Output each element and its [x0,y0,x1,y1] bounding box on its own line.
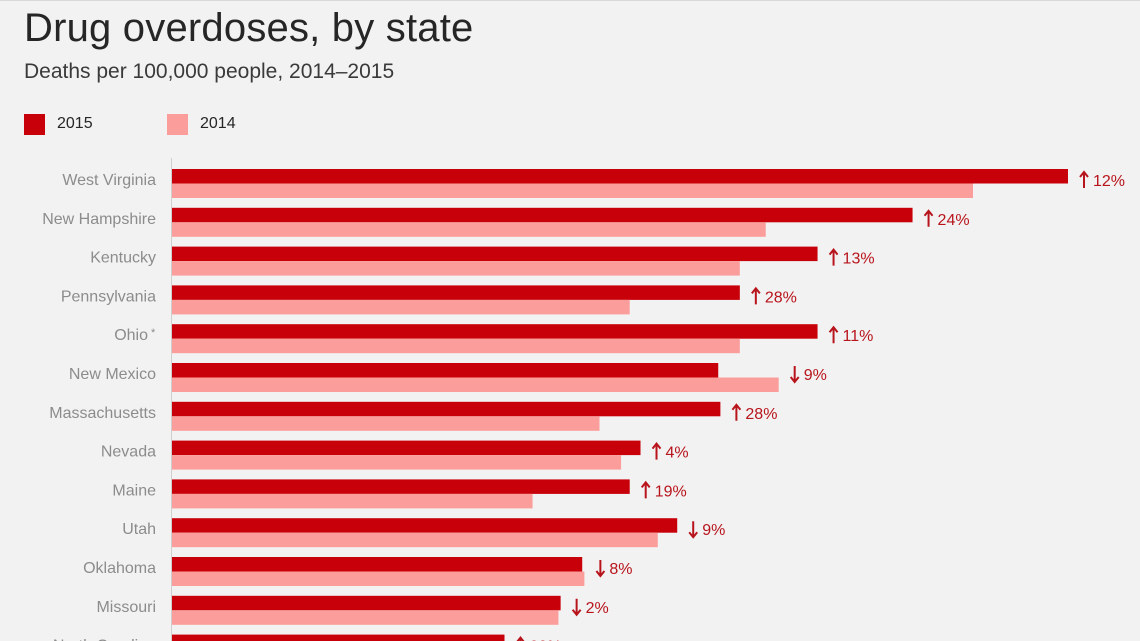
bar-2014 [172,222,766,237]
category-label: North Carolina [53,638,156,641]
category-label: Missouri [96,599,156,616]
arrow-down-icon [571,598,582,617]
bar-2015 [172,285,740,300]
top-rule [0,0,1140,1]
change-label: 9% [789,366,827,384]
bar-2014 [172,377,779,392]
change-percent: 9% [702,522,725,539]
change-label: 24% [923,209,970,229]
bar-2015 [172,401,721,417]
chart-title: Drug overdoses, by state [24,6,474,50]
change-label: 11% [828,325,874,345]
category-label: Maine [112,482,156,499]
change-label: 8% [595,560,633,578]
bar-2015 [172,440,641,456]
bar-2015 [172,557,583,572]
arrow-up-icon [731,403,742,421]
change-label: 9% [688,521,725,539]
bar-2014 [172,261,740,276]
arrow-down-icon [595,560,606,578]
arrow-up-icon [651,441,662,460]
category-label: Oklahoma [83,560,156,577]
arrow-up-icon [828,247,839,266]
arrow-up-icon [516,635,525,641]
change-label: 12% [1079,170,1125,190]
legend-swatch-2014 [167,114,188,135]
change-percent: 11% [843,328,874,345]
change-label: 28% [751,286,797,306]
change-label: 13% [828,247,875,268]
change-label: 2% [571,598,609,617]
arrow-up-icon [1079,170,1089,188]
arrow-up-icon [923,209,934,227]
bar-2015 [172,207,913,223]
change-percent: 28% [745,406,777,423]
category-label: Kentucky [90,250,156,267]
bar-2015 [172,479,630,494]
category-label: New Hampshire [42,211,156,228]
change-percent: 24% [938,212,970,229]
change-percent: 9% [804,367,827,384]
change-percent: 13% [843,251,875,268]
arrow-down-icon [789,366,800,384]
change-percent: 20% [529,639,561,641]
bar-2014 [172,416,600,431]
change-label: 20% [516,635,562,641]
bar-2014 [172,183,974,198]
bar-2014 [172,455,622,470]
category-note: * [151,327,156,339]
bar-2015 [172,634,505,641]
category-label: Utah [122,521,156,538]
change-percent: 2% [586,600,609,617]
change-percent: 8% [609,561,632,578]
category-label: West Virginia [62,172,156,189]
legend-label-2014: 2014 [200,115,236,132]
change-percent: 4% [666,445,689,462]
bar-2014 [172,610,559,625]
bar-2014 [172,493,533,509]
bar-2014 [172,338,740,354]
category-label: Ohio [114,327,148,344]
arrow-up-icon [640,480,651,499]
legend-label-2015: 2015 [57,115,93,132]
arrow-down-icon [688,521,698,539]
bar-2015 [172,518,678,533]
change-label: 4% [651,441,689,462]
change-percent: 19% [655,483,687,500]
category-label: Pennsylvania [61,288,156,305]
bar-2015 [172,169,1068,184]
bar-2014 [172,571,585,586]
legend-swatch-2015 [24,114,45,135]
category-label: New Mexico [69,366,156,383]
change-label: 19% [640,480,687,500]
bar-2014 [172,299,630,315]
bar-2015 [172,595,561,611]
bar-2015 [172,363,719,378]
category-label: Nevada [101,444,156,461]
chart-subtitle: Deaths per 100,000 people, 2014–2015 [24,60,395,83]
category-label: Massachusetts [49,405,156,422]
bar-2015 [172,246,818,262]
change-label: 28% [731,403,777,423]
bar-2015 [172,324,818,339]
change-percent: 28% [765,289,797,306]
arrow-up-icon [751,286,761,305]
change-percent: 12% [1093,173,1125,190]
arrow-up-icon [828,325,839,344]
bar-2014 [172,532,658,548]
